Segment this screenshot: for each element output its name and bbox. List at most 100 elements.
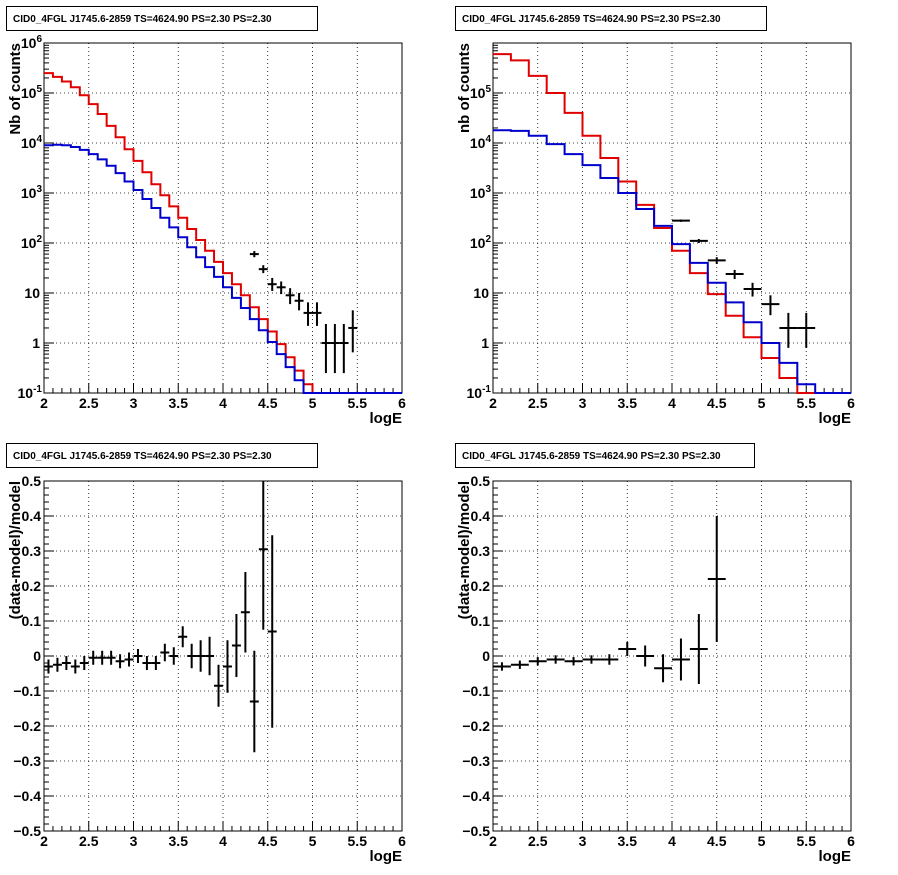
y-tick-label: 104 [470,134,492,151]
data-point [124,652,134,667]
x-tick-label: 4 [668,833,676,849]
y-tick-label: 0.4 [471,508,491,524]
data-point [493,662,511,671]
data-point [187,643,197,669]
data-point [654,654,672,683]
data-point [115,654,125,669]
y-tick-label: 102 [21,234,43,251]
y-tick-label: 1 [481,335,489,351]
data-point [725,269,744,280]
data-point [672,638,690,681]
x-tick-label: 4.5 [707,395,727,411]
counts-chart-left: 2 2.5 3 3.5 4 4.5 5 5.5 6 10-1 1 10 102 103 104 105 106 l… [7,34,406,427]
data-point [267,535,277,728]
data-point [267,277,277,291]
y-tick-label: 0.3 [22,543,42,559]
data-point [205,636,215,676]
x-tick-label: 4.5 [258,395,278,411]
data-point [294,293,304,311]
x-tick-label: 3.5 [618,395,638,411]
x-tick-label: 6 [398,395,406,411]
data-point [330,323,340,374]
data-point [636,645,655,667]
residual-panel-left: 2 2.5 3 3.5 4 4.5 5 5.5 6 −0.5 −0.4 −0.3 −0.2 −0.1 0 0.… [0,437,449,875]
data-point [160,643,170,662]
data-point [303,302,313,326]
x-axis-title: logE [370,848,403,865]
data-point [44,659,53,674]
x-tick-label: 5 [309,833,317,849]
model-histogram-red [493,53,851,394]
data-point [79,656,89,670]
x-tick-label: 5.5 [797,833,817,849]
data-point [133,649,143,663]
x-tick-label: 3 [130,833,138,849]
data-point [689,239,708,243]
x-tick-label: 3.5 [618,833,638,849]
y-tick-label: 0 [482,648,490,664]
x-axis-title: logE [819,410,852,427]
y-tick-label: 102 [470,234,492,251]
y-axis-title: (data-model)/model [7,481,24,619]
data-point [169,647,179,665]
data-point [707,516,726,642]
data-point [231,614,241,677]
y-tick-label: 1 [32,335,40,351]
y-tick-label: 106 [21,34,43,51]
data-point [348,310,358,353]
x-tick-label: 5.5 [348,395,368,411]
x-tick-label: 5 [758,395,766,411]
y-tick-label: 105 [470,84,492,101]
y-axis-title: nb of counts [456,43,473,133]
data-point [258,265,268,274]
y-tick-label: −0.3 [462,753,490,769]
x-tick-label: 2 [489,395,497,411]
y-axis-title: (data-model)/model [456,481,473,619]
x-tick-label: 2.5 [528,833,548,849]
chart-title: CID0_4FGL J1745.6-2859 TS=4624.90 PS=2.3… [6,6,318,31]
y-tick-label: 0.1 [471,613,491,629]
x-tick-label: 5.5 [348,833,368,849]
x-tick-label: 5 [309,395,317,411]
data-point [528,657,547,666]
y-tick-label: −0.3 [13,753,41,769]
x-axis-title: logE [370,410,403,427]
model-histogram-blue [493,129,851,394]
y-tick-label: 0.1 [22,613,42,629]
data-point [312,302,322,326]
data-point [240,572,250,653]
data-point [178,626,188,648]
x-tick-label: 6 [847,395,855,411]
y-tick-label: −0.4 [13,788,41,804]
data-point [223,640,232,693]
x-tick-label: 4.5 [258,833,278,849]
model-histogram-blue [44,143,402,394]
data-point [106,650,116,665]
x-tick-label: 2 [40,395,48,411]
data-point [618,642,637,656]
y-tick-label: 0.2 [471,578,491,594]
y-tick-label: 10 [473,285,489,301]
y-tick-label: 0.3 [471,543,491,559]
data-point [339,323,349,374]
y-tick-label: 104 [21,134,43,151]
x-tick-label: 3 [579,833,587,849]
y-tick-label: −0.4 [462,788,490,804]
x-tick-label: 3.5 [169,395,189,411]
x-tick-label: 2 [489,833,497,849]
data-point [151,656,161,670]
data-point [276,281,286,295]
data-point [88,650,98,665]
data-point [70,659,80,674]
data-point [196,640,206,672]
chart-title: CID0_4FGL J1745.6-2859 TS=4624.90 PS=2.3… [455,6,767,31]
data-point [97,650,107,665]
x-tick-label: 3.5 [169,833,189,849]
x-tick-label: 4.5 [707,833,727,849]
data-point [510,660,529,669]
y-tick-label: 105 [21,84,43,101]
data-point [285,288,295,305]
residual-chart-left: 2 2.5 3 3.5 4 4.5 5 5.5 6 −0.5 −0.4 −0.3 −0.2 −0.1 0 0.… [7,473,406,865]
y-tick-label: 0.5 [22,473,42,489]
data-point [743,282,762,297]
